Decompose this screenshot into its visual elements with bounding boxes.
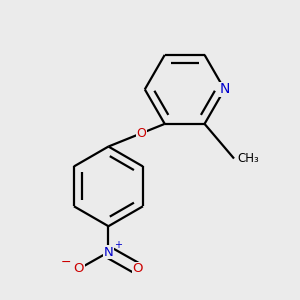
Text: N: N [103,246,113,259]
Text: +: + [114,240,122,250]
Text: −: − [61,256,71,269]
Text: N: N [219,82,230,96]
Text: O: O [136,127,146,140]
Text: CH₃: CH₃ [238,152,259,165]
Text: O: O [74,262,84,275]
Text: O: O [133,262,143,275]
